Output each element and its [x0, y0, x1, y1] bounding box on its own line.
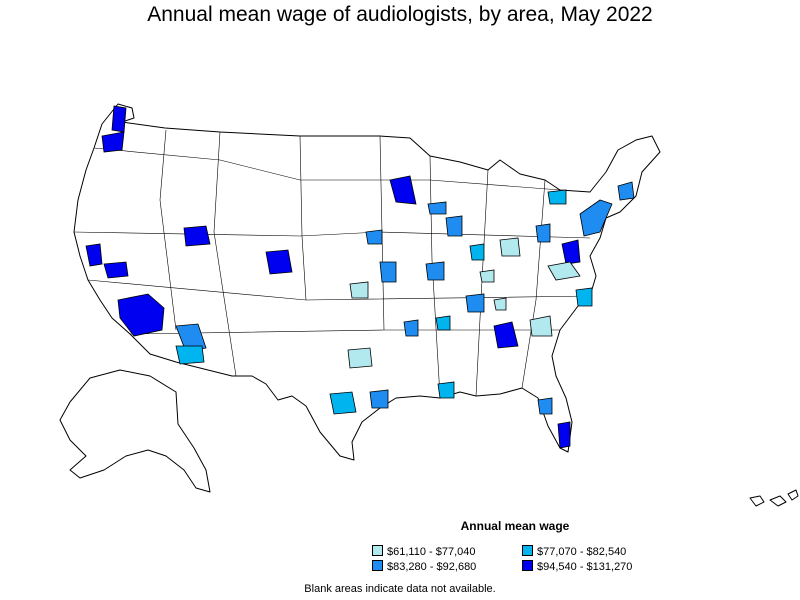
area-phoenix	[175, 323, 207, 353]
legend-item: $94,540 - $131,270	[522, 560, 632, 574]
area-raleigh	[575, 287, 593, 307]
area-oklahoma-city	[349, 281, 369, 299]
area-houston	[369, 389, 389, 409]
hawaii-islands	[749, 489, 799, 507]
area-kentucky	[499, 237, 521, 257]
area-orlando	[537, 397, 553, 415]
area-boston	[617, 181, 635, 201]
legend-label: $61,110 - $77,040	[387, 546, 476, 558]
area-wisconsin	[427, 201, 447, 215]
area-chicago	[445, 215, 463, 237]
area-fresno	[103, 261, 129, 279]
area-kansas-city	[425, 261, 445, 281]
legend-label: $77,070 - $82,540	[537, 546, 627, 558]
area-portland	[101, 131, 125, 153]
area-tennessee	[479, 269, 495, 283]
area-north-texas	[347, 347, 373, 369]
area-northeast-corridor	[579, 199, 613, 237]
area-san-antonio	[329, 391, 357, 415]
legend-swatch	[372, 545, 383, 556]
area-wichita	[379, 261, 397, 283]
area-los-angeles	[117, 293, 165, 337]
area-minneapolis	[389, 175, 417, 205]
area-washington-dc	[561, 239, 581, 265]
area-sf-bay	[85, 243, 103, 267]
area-alabama	[493, 297, 507, 311]
area-new-orleans	[437, 381, 455, 399]
legend-title: Annual mean wage	[460, 519, 570, 533]
area-carolinas	[529, 315, 553, 337]
legend-item: $77,070 - $82,540	[522, 545, 626, 559]
area-tucson	[175, 345, 205, 365]
area-iowa	[365, 229, 383, 245]
footnote: Blank areas indicate data not available.	[304, 583, 496, 595]
map-title: Annual mean wage of audiologists, by are…	[147, 3, 653, 26]
legend-label: $83,280 - $92,680	[387, 561, 477, 573]
legend-swatch	[522, 560, 533, 571]
area-memphis	[435, 315, 451, 331]
area-buffalo	[547, 189, 567, 205]
area-dallas	[403, 319, 419, 337]
legend-label: $94,540 - $131,270	[537, 561, 633, 573]
area-salt-lake	[183, 225, 211, 247]
legend-swatch	[372, 560, 383, 571]
map-legend: $61,110 - $77,040 $77,070 - $82,540 $83,…	[372, 545, 682, 575]
area-seattle	[111, 105, 127, 133]
area-indianapolis	[469, 243, 485, 261]
legend-item: $61,110 - $77,040	[372, 545, 475, 559]
area-miami	[557, 421, 571, 449]
alaska-outline	[59, 369, 211, 493]
area-virginia	[547, 261, 581, 281]
area-atlanta	[493, 321, 519, 349]
legend-swatch	[522, 545, 533, 556]
legend-item: $83,280 - $92,680	[372, 560, 476, 574]
area-nashville	[465, 293, 485, 313]
area-denver	[265, 249, 293, 275]
area-pittsburgh	[535, 223, 551, 243]
